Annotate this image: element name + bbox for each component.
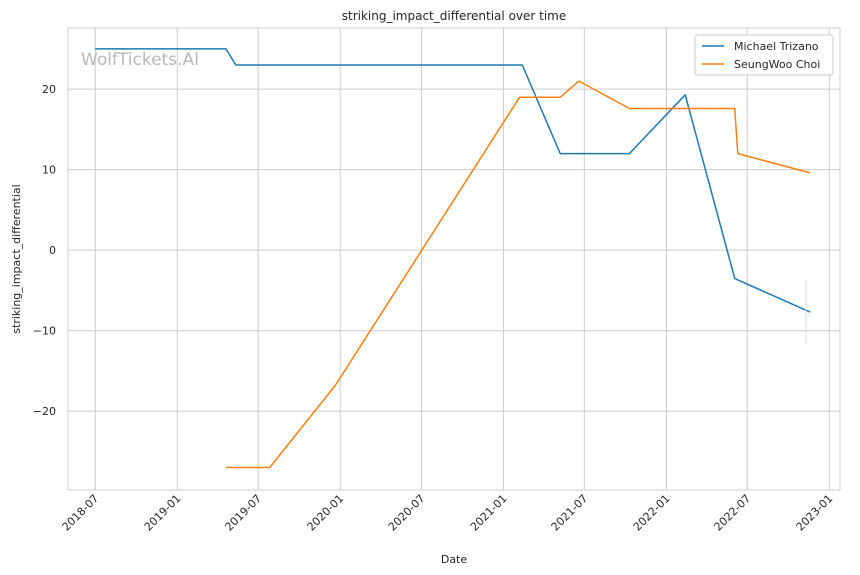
y-tick-label: 10 [42,164,56,177]
x-tick-label: 2023-01 [794,492,836,534]
x-axis-ticks: 2018-07 2019-01 2019-07 2020-01 2020-07 2021-… [60,492,836,534]
series-line-michael-trizano [95,48,811,313]
y-tick-label: 20 [42,83,56,96]
x-tick-label: 2019-01 [142,492,184,534]
y-tick-label: 0 [49,244,56,257]
legend-label-seungwoo-choi: SeungWoo Choi [734,58,820,71]
chart-title: striking_impact_differential over time [342,9,567,23]
series-line-seungwoo-choi [226,80,811,469]
legend-label-michael-trizano: Michael Trizano [734,40,819,53]
x-axis-label: Date [441,553,468,566]
y-tick-label: −10 [33,325,56,338]
watermark: WolfTickets.AI [81,50,199,70]
x-tick-label: 2022-01 [631,492,673,534]
legend: Michael Trizano SeungWoo Choi [694,34,834,76]
x-tick-label: 2020-07 [386,492,428,534]
x-tick-label: 2020-01 [305,492,347,534]
y-tick-label: −20 [33,405,56,418]
x-tick-label: 2021-07 [549,492,591,534]
legend-box [694,34,834,76]
x-tick-label: 2022-07 [712,492,754,534]
series-layer [95,48,811,469]
x-tick-label: 2019-07 [223,492,265,534]
plot-frame [67,27,841,491]
grid [68,28,840,490]
y-axis-ticks: −20 −10 0 10 20 [33,83,56,418]
plot-background [68,28,840,490]
x-tick-label: 2021-01 [468,492,510,534]
x-tick-label: 2018-07 [60,492,102,534]
y-axis-label: striking_impact_differential [10,184,23,333]
